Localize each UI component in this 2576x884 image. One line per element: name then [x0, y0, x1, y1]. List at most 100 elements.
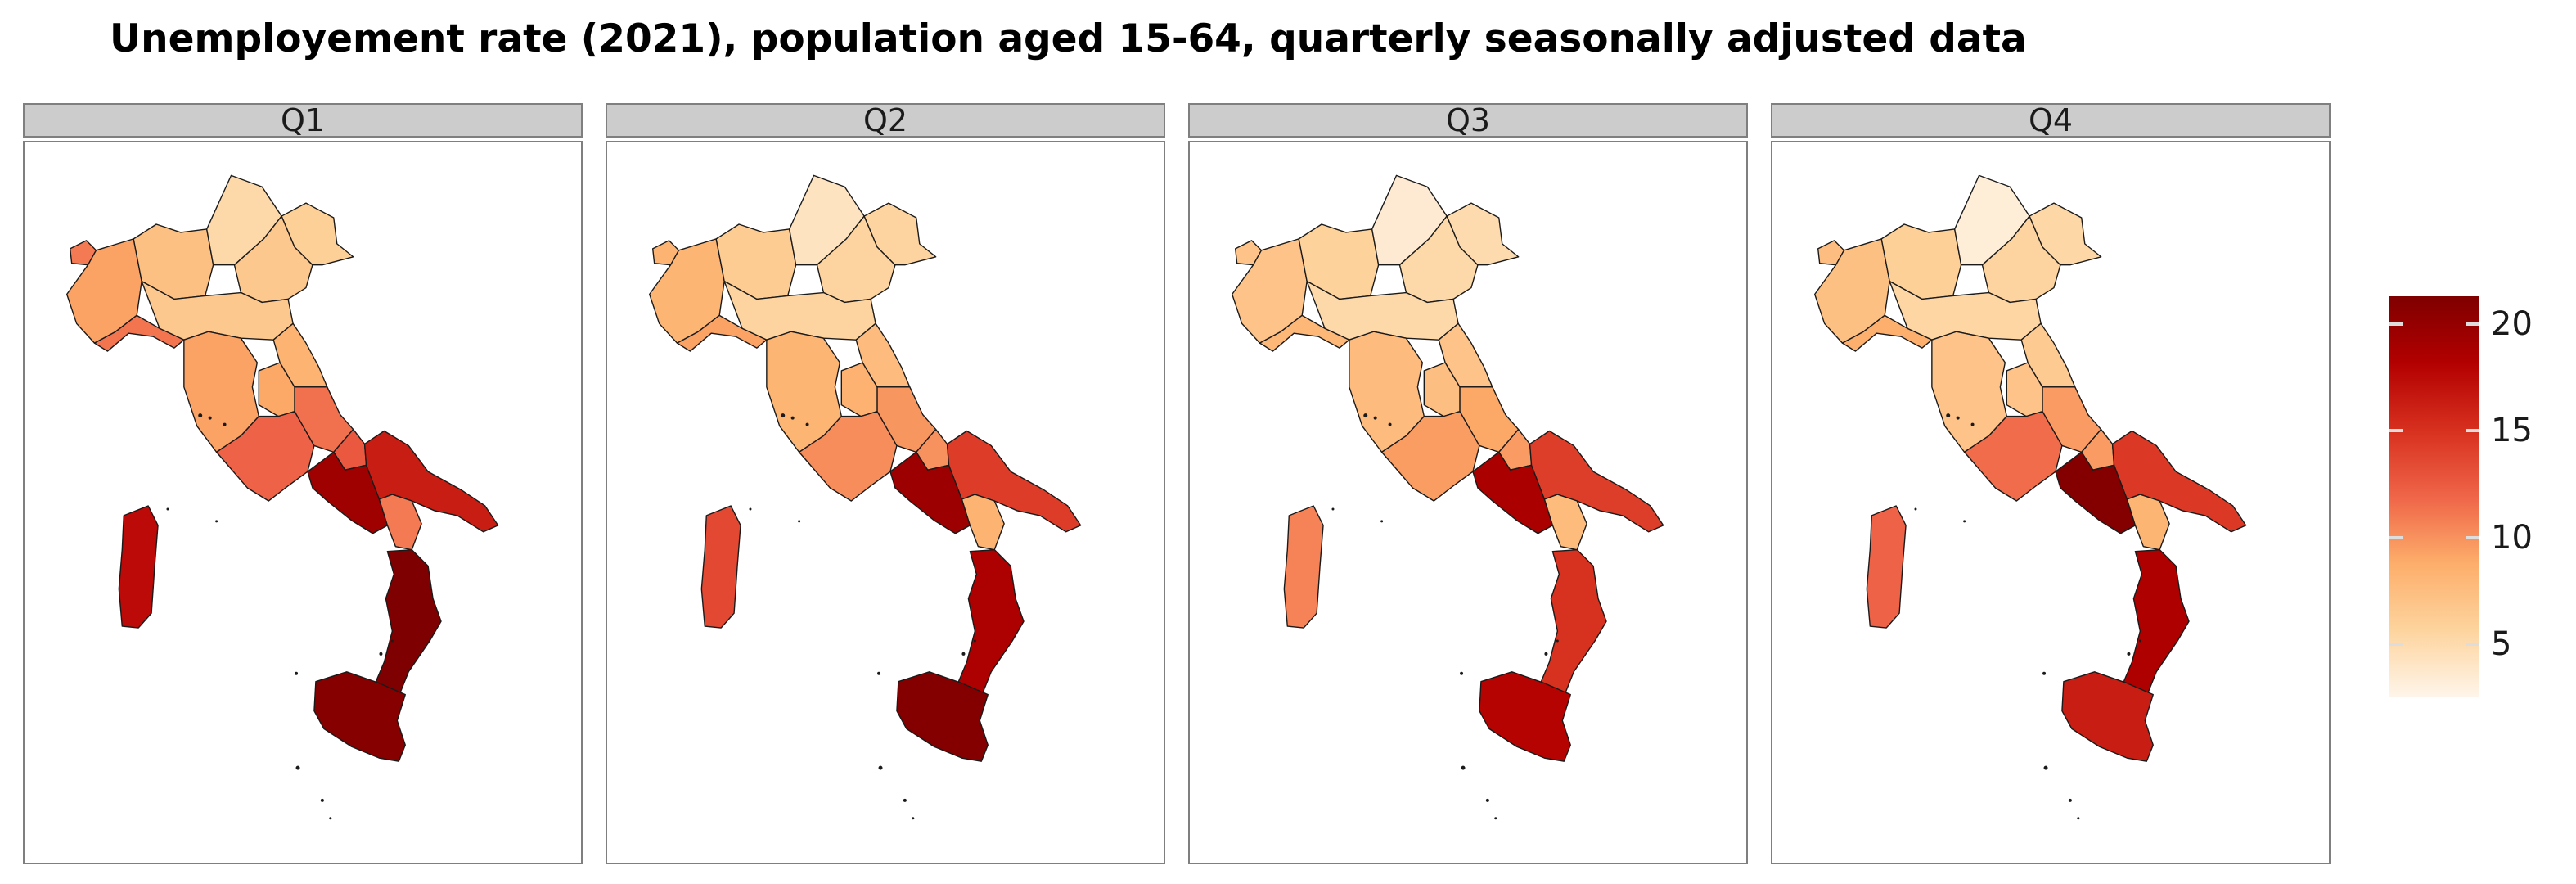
map-regions [1814, 174, 2247, 820]
facet-plot-area [1771, 141, 2331, 864]
region-sicilia [313, 671, 406, 762]
minor-island [749, 507, 752, 511]
chart-title: Unemployement rate (2021), population ag… [110, 16, 2027, 61]
map-svg [649, 174, 1082, 820]
legend-tick-mark [2466, 535, 2479, 539]
facet-panel-q4: Q4 [1771, 103, 2334, 864]
minor-island [1946, 413, 1951, 418]
legend-tick-mark [2466, 642, 2479, 646]
minor-island [198, 413, 203, 418]
minor-island [1331, 507, 1335, 511]
minor-island [877, 671, 881, 675]
minor-island [805, 422, 809, 426]
minor-island [1956, 416, 1960, 420]
facet-plot-area [606, 141, 1165, 864]
minor-island [215, 520, 218, 523]
legend-tick-label: 15 [2491, 412, 2533, 450]
minor-island [798, 520, 801, 523]
map-svg [1814, 174, 2247, 820]
legend-tick-label: 20 [2491, 304, 2533, 343]
minor-island [320, 798, 324, 802]
facet-panel-q3: Q3 [1188, 103, 1751, 864]
minor-island [295, 765, 300, 770]
region-sicilia [896, 671, 989, 762]
minor-island [2042, 671, 2047, 675]
region-sicilia [2061, 671, 2154, 762]
legend-tick-mark [2466, 322, 2479, 326]
minor-island [166, 507, 169, 511]
minor-island [1461, 765, 1466, 770]
minor-island [223, 422, 227, 426]
region-friuli-venezia-giulia [1446, 202, 1520, 266]
minor-island [912, 817, 915, 820]
minor-island [2138, 639, 2141, 643]
minor-island [390, 639, 394, 643]
minor-island [2077, 817, 2080, 820]
legend-tick-mark [2389, 322, 2403, 326]
minor-island [2127, 652, 2131, 656]
minor-island [208, 416, 212, 420]
minor-island [1363, 413, 1368, 418]
legend-tick-label: 10 [2491, 518, 2533, 557]
facet-strip-label: Q1 [23, 103, 583, 138]
minor-island [1460, 671, 1464, 675]
minor-island [1494, 817, 1497, 820]
color-legend: 5 10 15 20 [2389, 296, 2537, 697]
minor-island [961, 652, 966, 656]
region-liguria [1259, 314, 1350, 352]
region-basilicata [378, 494, 422, 551]
minor-island [1556, 639, 1559, 643]
legend-tick-mark [2389, 642, 2403, 646]
region-basilicata [2126, 494, 2170, 551]
region-basilicata [961, 494, 1005, 551]
minor-island [1970, 422, 1975, 426]
region-liguria [1841, 314, 1933, 352]
minor-island [1373, 416, 1377, 420]
minor-island [2043, 765, 2048, 770]
minor-island [1388, 422, 1392, 426]
minor-island [329, 817, 332, 820]
facet-strip-label: Q3 [1188, 103, 1748, 138]
minor-island [1485, 798, 1489, 802]
facet-panel-q1: Q1 [23, 103, 586, 864]
minor-island [878, 765, 883, 770]
minor-island [781, 413, 786, 418]
region-sardegna [118, 505, 159, 629]
map-regions [65, 174, 499, 820]
minor-island [295, 671, 299, 675]
region-friuli-venezia-giulia [2029, 202, 2102, 266]
legend-tick-mark [2389, 535, 2403, 539]
legend-tick-mark [2389, 429, 2403, 433]
minor-island [903, 798, 907, 802]
region-sicilia [1479, 671, 1571, 762]
legend-tick-mark [2466, 429, 2479, 433]
region-marche [855, 322, 911, 388]
map-svg [65, 174, 499, 820]
facet-strip-label: Q4 [1771, 103, 2331, 138]
region-basilicata [1543, 494, 1587, 551]
facet-plot-area [1188, 141, 1748, 864]
region-liguria [93, 314, 185, 352]
region-liguria [676, 314, 768, 352]
minor-island [1380, 520, 1384, 523]
region-marche [2020, 322, 2076, 388]
region-friuli-venezia-giulia [863, 202, 937, 266]
minor-island [973, 639, 976, 643]
minor-island [790, 416, 795, 420]
minor-island [379, 652, 383, 656]
region-friuli-venezia-giulia [281, 202, 354, 266]
region-marche [272, 322, 328, 388]
map-svg [1232, 174, 1664, 820]
legend-tick-label: 5 [2491, 625, 2512, 663]
facet-panel-q2: Q2 [606, 103, 1169, 864]
minor-island [2068, 798, 2072, 802]
minor-island [1914, 507, 1917, 511]
minor-island [1544, 652, 1548, 656]
facet-strip-label: Q2 [606, 103, 1165, 138]
map-regions [649, 174, 1082, 820]
region-sardegna [1283, 505, 1324, 629]
legend-colorbar [2389, 296, 2479, 697]
region-sardegna [1866, 505, 1907, 629]
region-marche [1438, 322, 1493, 388]
map-regions [1232, 174, 1664, 820]
